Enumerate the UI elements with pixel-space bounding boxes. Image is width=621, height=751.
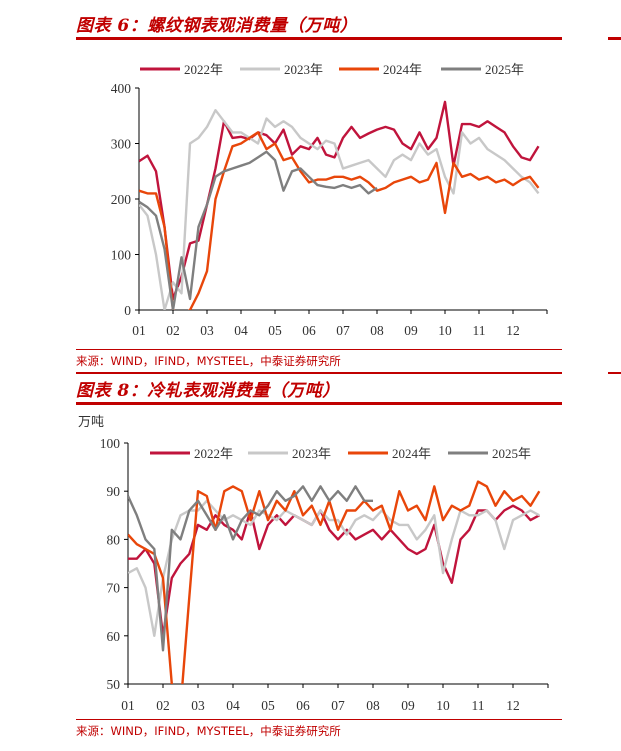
adjacent-panel-rule-2 <box>608 372 621 374</box>
figure-8-title-rule <box>76 402 562 405</box>
x-tick-label: 07 <box>336 323 350 338</box>
x-tick-label: 01 <box>121 698 135 713</box>
series-line-2025年 <box>128 485 373 652</box>
figure-6-source: 来源：WIND，IFIND，MYSTEEL，中泰证券研究所 <box>76 354 341 368</box>
x-tick-label: 06 <box>302 323 316 338</box>
y-tick-label: 0 <box>124 303 131 318</box>
y-tick-label: 80 <box>107 532 121 547</box>
figure-6-title-rule <box>76 37 562 40</box>
y-tick-label: 200 <box>111 192 132 207</box>
figure-8-source: 来源：WIND，IFIND，MYSTEEL，中泰证券研究所 <box>76 724 341 738</box>
x-tick-label: 08 <box>366 698 380 713</box>
series-line-2022年 <box>139 100 540 301</box>
legend-label-2022年: 2022年 <box>184 62 223 77</box>
adjacent-panel-rule <box>608 37 621 40</box>
x-tick-label: 04 <box>234 323 248 338</box>
x-tick-label: 12 <box>506 698 520 713</box>
legend-label-2025年: 2025年 <box>485 62 524 77</box>
x-tick-label: 01 <box>132 323 146 338</box>
y-tick-label: 100 <box>111 248 132 263</box>
series-line-2025年 <box>139 150 378 310</box>
x-tick-label: 02 <box>166 323 180 338</box>
figure-8-top-rule <box>76 372 562 374</box>
series-line-2022年 <box>128 504 540 638</box>
x-tick-label: 05 <box>261 698 275 713</box>
legend-label-2023年: 2023年 <box>284 62 323 77</box>
x-tick-label: 09 <box>404 323 418 338</box>
x-tick-label: 11 <box>472 698 485 713</box>
series-line-2024年 <box>128 480 541 684</box>
x-tick-label: 04 <box>226 698 240 713</box>
legend-label-2024年: 2024年 <box>383 62 422 77</box>
x-tick-label: 06 <box>296 698 310 713</box>
series-line-2023年 <box>139 108 540 310</box>
legend-label-2023年: 2023年 <box>292 446 331 461</box>
chart-rebar-consumption: 0 100 200 300 400 01 02 03 04 05 06 07 08 09 10 11 12 202… <box>111 62 548 338</box>
x-tick-label: 03 <box>191 698 205 713</box>
chart-cold-rolled-consumption: 50 60 70 80 90 100 01 02 03 04 05 06 07 08 09 10 11 12 万吨 2… <box>78 414 549 713</box>
x-tick-label: 03 <box>200 323 214 338</box>
x-tick-label: 10 <box>436 698 450 713</box>
figure-8-source-rule <box>76 719 562 720</box>
legend-label-2022年: 2022年 <box>194 446 233 461</box>
y-tick-label: 100 <box>100 436 121 451</box>
x-tick-label: 12 <box>506 323 520 338</box>
y-tick-label: 90 <box>107 484 121 499</box>
x-tick-label: 10 <box>438 323 452 338</box>
y-tick-label: 300 <box>111 137 132 152</box>
x-tick-label: 11 <box>473 323 486 338</box>
x-tick-label: 09 <box>401 698 415 713</box>
series-line-2023年 <box>128 499 540 638</box>
y-tick-label: 400 <box>111 81 132 96</box>
series-line-2024年 <box>139 131 540 310</box>
legend-label-2025年: 2025年 <box>492 446 531 461</box>
figure-6-source-rule <box>76 349 562 350</box>
y-tick-label: 50 <box>107 677 121 692</box>
figure-6-title: 图表 6：螺纹钢表观消费量（万吨） <box>76 16 358 36</box>
x-tick-label: 08 <box>370 323 384 338</box>
y-tick-label: 60 <box>107 629 121 644</box>
x-tick-label: 05 <box>268 323 282 338</box>
x-tick-label: 02 <box>156 698 170 713</box>
figure-8-title: 图表 8：冷轧表观消费量（万吨） <box>76 381 340 401</box>
legend-label-2024年: 2024年 <box>392 446 431 461</box>
x-tick-label: 07 <box>331 698 345 713</box>
y-tick-label: 70 <box>107 581 121 596</box>
y-unit-label: 万吨 <box>78 414 104 429</box>
